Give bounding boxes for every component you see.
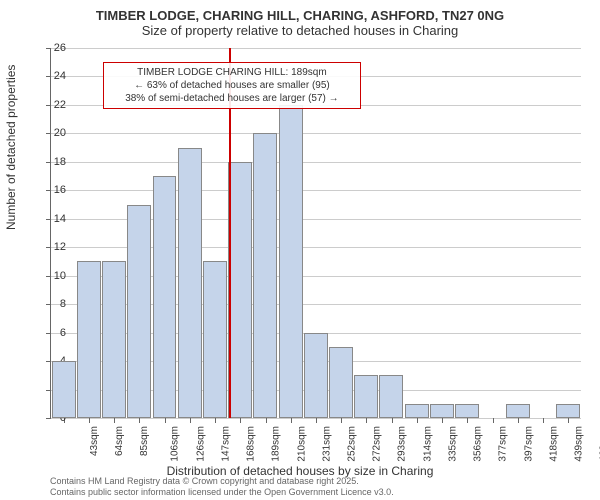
xtick-mark	[165, 418, 166, 423]
plot-area: TIMBER LODGE CHARING HILL: 189sqm ← 63% …	[50, 48, 581, 419]
xtick-mark	[442, 418, 443, 423]
xtick-label: 43sqm	[89, 426, 100, 456]
xtick-label: 189sqm	[271, 426, 282, 462]
xtick-label: 356sqm	[473, 426, 484, 462]
xtick-label: 210sqm	[296, 426, 307, 462]
histogram-bar	[329, 347, 353, 418]
annotation-line3: 38% of semi-detached houses are larger (…	[110, 92, 354, 105]
histogram-bar	[379, 375, 403, 418]
y-axis-label: Number of detached properties	[4, 65, 18, 230]
histogram-bar	[430, 404, 454, 418]
xtick-mark	[543, 418, 544, 423]
histogram-bar	[354, 375, 378, 418]
xtick-label: 85sqm	[139, 426, 150, 456]
xtick-label: 64sqm	[114, 426, 125, 456]
chart-container: TIMBER LODGE, CHARING HILL, CHARING, ASH…	[0, 0, 600, 500]
footer-line2: Contains public sector information licen…	[50, 487, 394, 498]
histogram-bar	[405, 404, 429, 418]
histogram-bar	[153, 176, 177, 418]
xtick-label: 377sqm	[498, 426, 509, 462]
histogram-bar	[52, 361, 76, 418]
xtick-mark	[266, 418, 267, 423]
xtick-mark	[190, 418, 191, 423]
xtick-label: 106sqm	[170, 426, 181, 462]
histogram-bar	[506, 404, 530, 418]
xtick-mark	[215, 418, 216, 423]
footer-line1: Contains HM Land Registry data © Crown c…	[50, 476, 394, 487]
footer: Contains HM Land Registry data © Crown c…	[50, 476, 394, 498]
histogram-bar	[102, 261, 126, 418]
histogram-bar	[127, 205, 151, 418]
annotation-line1: TIMBER LODGE CHARING HILL: 189sqm	[110, 66, 354, 79]
xtick-label: 272sqm	[372, 426, 383, 462]
xtick-label: 231sqm	[321, 426, 332, 462]
xtick-mark	[467, 418, 468, 423]
xtick-mark	[89, 418, 90, 423]
xtick-label: 397sqm	[523, 426, 534, 462]
xtick-mark	[139, 418, 140, 423]
xtick-mark	[341, 418, 342, 423]
xtick-mark	[366, 418, 367, 423]
xtick-mark	[493, 418, 494, 423]
histogram-bar	[203, 261, 227, 418]
histogram-bar	[228, 162, 252, 418]
annotation-box: TIMBER LODGE CHARING HILL: 189sqm ← 63% …	[103, 62, 361, 109]
xtick-mark	[392, 418, 393, 423]
xtick-label: 168sqm	[246, 426, 257, 462]
histogram-bar	[556, 404, 580, 418]
xtick-label: 147sqm	[220, 426, 231, 462]
annotation-line2: ← 63% of detached houses are smaller (95…	[110, 79, 354, 92]
xtick-label: 252sqm	[347, 426, 358, 462]
xtick-mark	[417, 418, 418, 423]
xtick-mark	[114, 418, 115, 423]
xtick-mark	[240, 418, 241, 423]
chart-title-line2: Size of property relative to detached ho…	[0, 23, 600, 42]
xtick-label: 126sqm	[195, 426, 206, 462]
xtick-label: 439sqm	[574, 426, 585, 462]
xtick-label: 293sqm	[397, 426, 408, 462]
histogram-bar	[178, 148, 202, 418]
xtick-mark	[518, 418, 519, 423]
xtick-label: 314sqm	[422, 426, 433, 462]
xtick-label: 335sqm	[448, 426, 459, 462]
xtick-label: 418sqm	[548, 426, 559, 462]
xtick-mark	[316, 418, 317, 423]
xtick-mark	[568, 418, 569, 423]
histogram-bar	[455, 404, 479, 418]
histogram-bar	[279, 105, 303, 418]
chart-title-line1: TIMBER LODGE, CHARING HILL, CHARING, ASH…	[0, 0, 600, 23]
histogram-bar	[77, 261, 101, 418]
histogram-bar	[253, 133, 277, 418]
xtick-mark	[291, 418, 292, 423]
histogram-bar	[304, 333, 328, 418]
